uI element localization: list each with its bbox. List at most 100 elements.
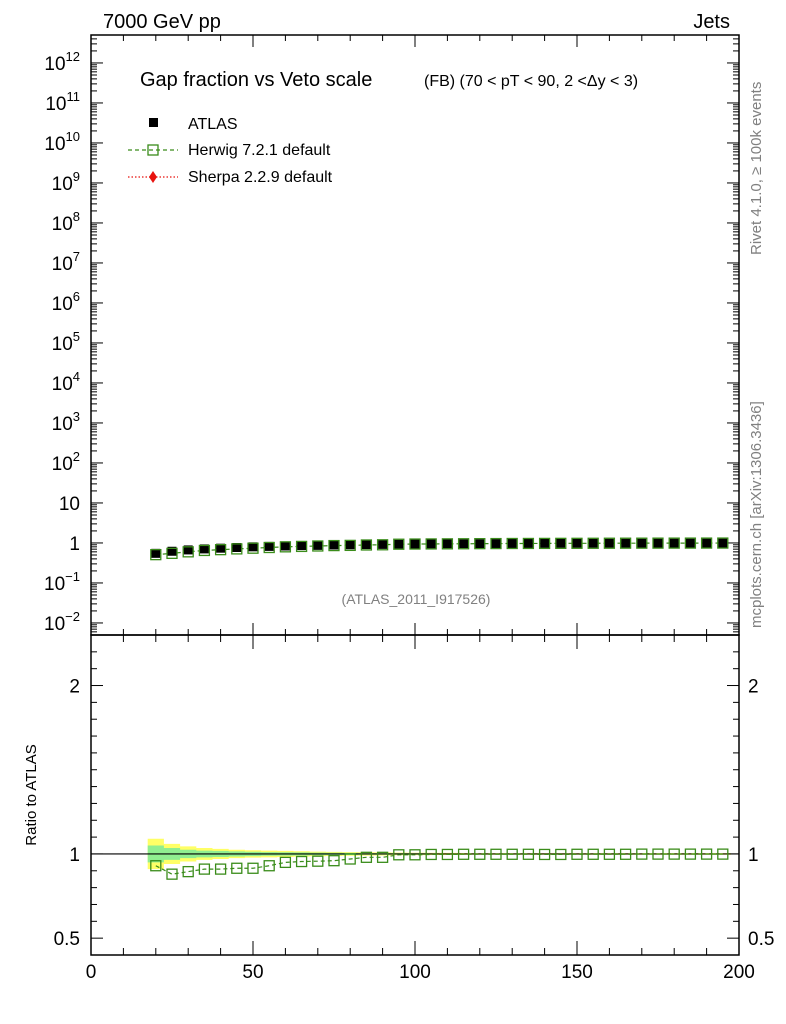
herwig-ratio-point [247, 862, 259, 874]
x-tick-label: 100 [399, 962, 431, 983]
herwig-point [636, 537, 648, 549]
atlas-point [216, 543, 226, 553]
atlas-point [280, 541, 290, 551]
ratio-axes: 0.5 0.5 1 1 2 2 0 50 100 150 200 [54, 634, 774, 983]
atlas-point [572, 538, 582, 548]
header-collision-label: 7000 GeV pp [103, 11, 221, 33]
herwig-ratio-point [441, 848, 454, 861]
x-tick-label: 150 [561, 962, 593, 983]
herwig-ratio-point [409, 849, 421, 861]
herwig-ratio-point [425, 848, 437, 861]
legend-atlas-marker [149, 118, 158, 127]
atlas-point [264, 541, 274, 551]
y-tick-label: 10 [59, 494, 80, 515]
ratio-y-tick-label-right: 2 [748, 677, 759, 698]
herwig-ratio-point [506, 848, 518, 860]
herwig-point [409, 538, 421, 550]
y-tick-label: 10−1 [44, 569, 80, 595]
herwig-ratio-point [700, 848, 713, 860]
y-tick-label: 107 [52, 249, 80, 275]
herwig-point [344, 539, 356, 552]
y-tick-label: 109 [52, 169, 80, 195]
ratio-frame [90, 634, 740, 956]
herwig-ratio-point [360, 851, 373, 863]
herwig-ratio-point [231, 862, 243, 874]
atlas-point [442, 539, 452, 549]
herwig-ratio-point [474, 848, 486, 860]
herwig-point [312, 540, 324, 552]
herwig-point [247, 542, 259, 554]
legend: ATLAS Herwig 7.2.1 default Sherpa 2.2.9 … [128, 116, 333, 186]
atlas-point [297, 541, 307, 551]
atlas-point [475, 539, 485, 549]
herwig-point [490, 537, 502, 550]
herwig-ratio-point [571, 848, 583, 860]
herwig-ratio-point [636, 848, 648, 860]
herwig-point [441, 538, 454, 550]
herwig-point [603, 537, 616, 549]
herwig-point [555, 537, 567, 549]
herwig-point [150, 549, 162, 561]
atlas-point [459, 539, 469, 549]
ratio-y-tick-label: 2 [69, 677, 80, 698]
y-tick-label: 108 [52, 209, 80, 235]
herwig-ratio-point [538, 848, 551, 861]
atlas-point [540, 538, 550, 548]
atlas-point [718, 538, 728, 548]
y-tick-label: 102 [52, 449, 80, 475]
y-tick-label: 103 [52, 409, 80, 435]
herwig-ratio-point [166, 868, 178, 880]
y-tick-label: 1012 [44, 49, 80, 75]
herwig-point [571, 537, 583, 549]
herwig-ratio-point [619, 848, 632, 860]
herwig-point [587, 537, 599, 549]
herwig-ratio-point [376, 851, 389, 863]
x-tick-label: 200 [723, 962, 755, 983]
herwig-ratio-point [522, 848, 535, 860]
herwig-ratio-point [344, 853, 356, 865]
atlas-point [653, 538, 663, 548]
atlas-point [313, 540, 323, 550]
atlas-point [637, 538, 647, 548]
main-axes: 10−2 10−1 1 10 102 103 104 105 106 107 108 109 1010 1… [44, 34, 740, 636]
atlas-point [183, 545, 193, 555]
atlas-point [410, 539, 420, 549]
atlas-point [556, 538, 566, 548]
herwig-point [457, 538, 470, 550]
x-tick-label: 0 [86, 962, 97, 983]
x-tick-label: 50 [242, 962, 263, 983]
herwig-ratio-point [295, 855, 308, 868]
herwig-point [700, 537, 713, 549]
herwig-ratio-point [555, 848, 567, 861]
herwig-ratio-point [312, 855, 324, 867]
ratio-data-points [150, 848, 729, 880]
y-tick-label: 104 [52, 369, 80, 395]
plot-title: Gap fraction vs Veto scale [140, 69, 372, 91]
atlas-point [151, 548, 161, 558]
herwig-ratio-point [393, 849, 405, 861]
main-panel: Gap fraction vs Veto scale (FB) (70 < pT… [44, 34, 740, 636]
herwig-point [263, 541, 275, 554]
atlas-point [345, 540, 355, 550]
y-tick-label: 106 [52, 289, 80, 315]
main-data-points [150, 537, 729, 561]
ratio-y-tick-label: 0.5 [54, 929, 80, 950]
y-tick-label: 10−2 [44, 609, 80, 635]
herwig-point [295, 540, 308, 553]
herwig-point [684, 537, 697, 549]
herwig-ratio-point [150, 860, 162, 872]
herwig-ratio-point [668, 848, 680, 860]
atlas-point [248, 542, 258, 552]
atlas-point [702, 538, 712, 548]
herwig-point [619, 537, 632, 549]
herwig-point [393, 538, 405, 550]
mcplots-label: mcplots.cern.ch [arXiv:1306.3436] [748, 401, 765, 628]
herwig-ratio-point [684, 848, 697, 860]
y-tick-label: 1010 [44, 129, 80, 155]
herwig-ratio-point [717, 848, 729, 860]
legend-atlas-label: ATLAS [188, 116, 238, 133]
atlas-point [507, 538, 517, 548]
herwig-point [166, 547, 178, 559]
herwig-point [231, 543, 243, 555]
